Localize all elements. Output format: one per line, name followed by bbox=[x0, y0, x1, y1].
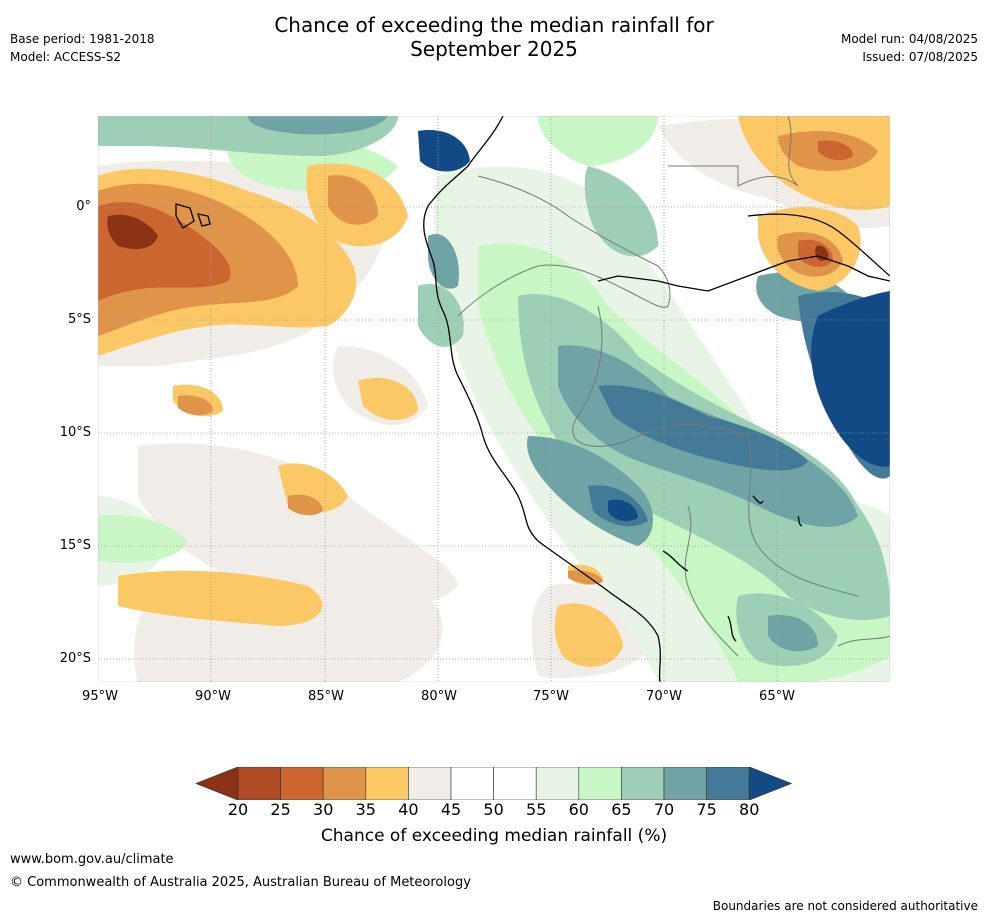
colorbar-label: Chance of exceeding median rainfall (%) bbox=[320, 826, 668, 846]
footer-url[interactable]: www.bom.gov.au/climate bbox=[10, 852, 174, 867]
lat-label-5s: 5°S bbox=[67, 312, 91, 327]
colorbar-tick-label: 65 bbox=[611, 800, 632, 819]
colorbar-extend-low bbox=[196, 767, 239, 800]
footer-disclaimer: Boundaries are not considered authoritat… bbox=[712, 899, 978, 913]
colorbar-tick-label: 50 bbox=[483, 800, 504, 819]
lat-label-0: 0° bbox=[76, 199, 91, 214]
coastline bbox=[175, 116, 890, 682]
colorbar-cell bbox=[663, 767, 707, 800]
title-line-2: September 2025 bbox=[410, 37, 578, 61]
colorbar-cells bbox=[196, 767, 793, 800]
contour-below-25 bbox=[107, 214, 829, 261]
colorbar-tick-label: 25 bbox=[270, 800, 291, 819]
colorbar-tick-label: 30 bbox=[313, 800, 334, 819]
colorbar-cell bbox=[450, 767, 494, 800]
footer-copyright: © Commonwealth of Australia 2025, Austra… bbox=[10, 875, 471, 890]
lat-label-20s: 20°S bbox=[59, 651, 91, 666]
colorbar-cell bbox=[621, 767, 665, 800]
colorbar-cell bbox=[322, 767, 367, 800]
colorbar-tick-label: 35 bbox=[355, 800, 376, 819]
colorbar-tick-label: 55 bbox=[526, 800, 547, 819]
map-title: Chance of exceeding the median rainfall … bbox=[0, 13, 988, 61]
lon-label-70w: 70°W bbox=[646, 689, 682, 704]
colorbar-tick-label: 80 bbox=[739, 800, 760, 819]
colorbar-tick-label: 75 bbox=[696, 800, 717, 819]
lon-label-90w: 90°W bbox=[195, 689, 231, 704]
colorbar-cell bbox=[365, 767, 409, 800]
country-boundaries bbox=[457, 116, 890, 657]
colorbar-tick-label: 60 bbox=[568, 800, 589, 819]
colorbar-cell bbox=[493, 767, 537, 800]
base-period: Base period: 1981-2018 bbox=[10, 32, 155, 46]
rainfall-map bbox=[98, 116, 890, 682]
meta-right: Model run: 04/08/2025 Issued: 07/08/2025 bbox=[841, 30, 978, 66]
lat-label-10s: 10°S bbox=[59, 425, 91, 440]
lon-label-75w: 75°W bbox=[533, 689, 569, 704]
lon-label-95w: 95°W bbox=[82, 689, 118, 704]
model-run: Model run: 04/08/2025 bbox=[840, 32, 978, 46]
colorbar-cell bbox=[237, 767, 281, 800]
colorbar-cell bbox=[706, 767, 750, 800]
lat-label-15s: 15°S bbox=[59, 538, 91, 553]
colorbar-cell bbox=[535, 767, 580, 800]
colorbar bbox=[196, 767, 793, 800]
issued-date: Issued: 07/08/2025 bbox=[862, 50, 978, 64]
colorbar-cell bbox=[280, 767, 324, 800]
colorbar-tick-label: 20 bbox=[227, 800, 249, 819]
meta-left: Base period: 1981-2018 Model: ACCESS-S2 bbox=[10, 30, 155, 66]
colorbar-extend-high bbox=[748, 767, 793, 800]
colorbar-tick-label: 40 bbox=[398, 800, 419, 819]
contour-80-plus bbox=[418, 130, 890, 522]
model-name: Model: ACCESS-S2 bbox=[10, 50, 122, 64]
title-line-1: Chance of exceeding the median rainfall … bbox=[274, 13, 714, 37]
colorbar-cell bbox=[578, 767, 622, 800]
colorbar-tick-label: 45 bbox=[440, 800, 462, 819]
lon-label-85w: 85°W bbox=[308, 689, 344, 704]
colorbar-cell bbox=[408, 767, 452, 800]
lon-label-80w: 80°W bbox=[421, 689, 457, 704]
lon-label-65w: 65°W bbox=[759, 689, 795, 704]
colorbar-tick-label: 70 bbox=[653, 800, 675, 819]
